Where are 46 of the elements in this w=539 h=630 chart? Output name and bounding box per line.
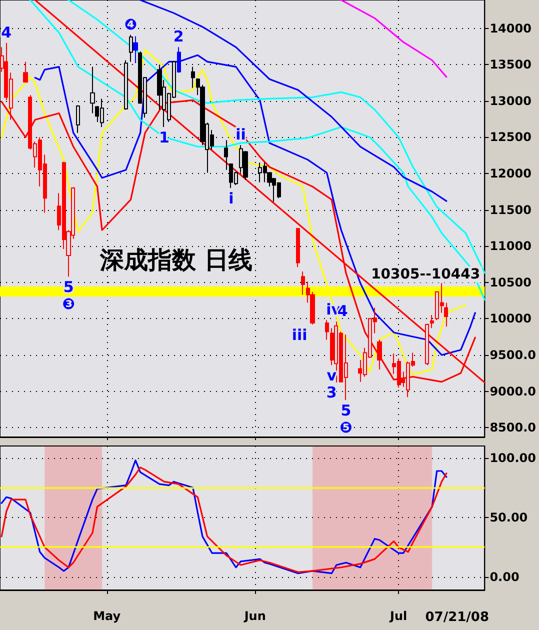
y-tick-label: 10000 bbox=[490, 312, 532, 326]
annotation: ❺ bbox=[340, 418, 352, 436]
candlestick bbox=[444, 302, 448, 328]
candlestick bbox=[325, 320, 329, 340]
x-tick-label: Jul bbox=[389, 609, 408, 623]
annotation: ❹ bbox=[124, 15, 138, 34]
line-series bbox=[140, 0, 448, 202]
candlestick bbox=[191, 66, 195, 88]
text: 深成指数 日线 bbox=[99, 246, 252, 274]
y-tick-label: 11500 bbox=[490, 202, 532, 217]
candlestick bbox=[124, 60, 128, 110]
annotation: 5 bbox=[340, 401, 352, 420]
band-label: 10305--10443 bbox=[371, 266, 480, 283]
line-series bbox=[340, 0, 448, 78]
annotation: iii bbox=[292, 326, 308, 344]
candlestick bbox=[430, 314, 434, 329]
y-tick-label: 11000 bbox=[490, 239, 532, 254]
annotation: 4 bbox=[1, 23, 12, 42]
candlestick bbox=[76, 104, 80, 134]
annotation: i bbox=[228, 190, 234, 208]
y-tick-label: 100.00 bbox=[490, 450, 536, 465]
y-tick-label: 9000.0 bbox=[490, 384, 536, 398]
x-tick-label: Jun bbox=[243, 609, 266, 623]
y-tick-label: 12000 bbox=[490, 166, 532, 180]
x-tick-label: May bbox=[93, 609, 121, 623]
y-tick-label: 10500 bbox=[490, 275, 532, 290]
text: 07/21/08 bbox=[425, 610, 490, 625]
candlestick bbox=[23, 61, 28, 84]
candlestick bbox=[133, 36, 138, 64]
y-tick-label: 50.00 bbox=[490, 510, 528, 524]
annotation: 2 bbox=[173, 28, 184, 46]
candlestick bbox=[301, 270, 305, 296]
candlestick bbox=[129, 34, 133, 62]
candlestick bbox=[296, 227, 300, 268]
y-tick-label: 0.00 bbox=[490, 570, 520, 584]
y-tick-label: 13500 bbox=[490, 58, 532, 72]
y-tick-label: 13000 bbox=[490, 94, 532, 108]
candlestick bbox=[224, 140, 228, 170]
candlestick bbox=[377, 339, 382, 370]
y-tick-label: 8500.0 bbox=[490, 420, 536, 435]
y-tick-label: 12500 bbox=[490, 130, 532, 144]
annotation: 3 bbox=[326, 384, 337, 402]
candlestick bbox=[425, 323, 429, 366]
y-tick-label: 14000 bbox=[490, 21, 532, 36]
y-tick-label: 9500.0 bbox=[490, 348, 536, 362]
annotation: ❸ bbox=[62, 295, 75, 314]
